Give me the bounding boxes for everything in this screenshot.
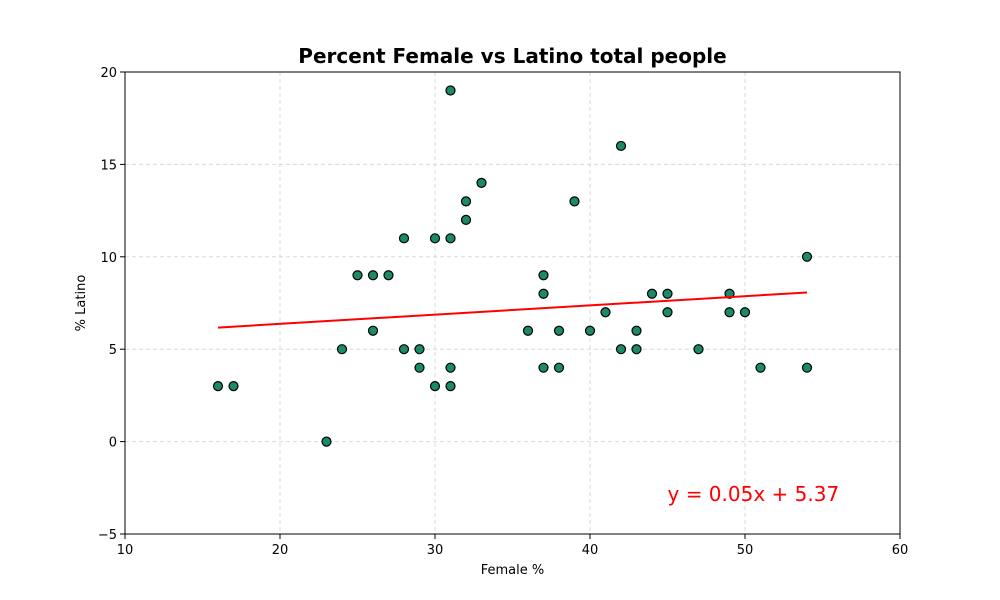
x-tick-label: 50 xyxy=(737,543,754,558)
data-point xyxy=(553,325,565,336)
data-point xyxy=(522,325,534,336)
data-point xyxy=(336,344,348,355)
data-point xyxy=(228,381,239,392)
x-tick-label: 40 xyxy=(582,543,599,558)
x-tick-label: 30 xyxy=(427,543,444,558)
x-axis-label: Female % xyxy=(481,563,545,578)
data-point xyxy=(600,307,611,318)
data-point xyxy=(429,381,441,392)
y-tick-label: 5 xyxy=(109,343,117,358)
regression-line xyxy=(217,291,808,329)
data-point xyxy=(321,436,332,447)
x-tick-label: 60 xyxy=(892,543,909,558)
data-point xyxy=(212,381,224,392)
data-point xyxy=(739,307,751,318)
data-point xyxy=(445,381,456,392)
y-tick-label: −5 xyxy=(98,528,117,543)
data-point xyxy=(615,344,627,355)
data-point xyxy=(460,196,472,207)
data-points xyxy=(212,85,813,447)
data-point xyxy=(615,140,627,152)
data-point xyxy=(460,214,472,225)
data-point xyxy=(414,344,425,355)
y-tick-label: 10 xyxy=(100,251,117,266)
data-point xyxy=(429,233,441,244)
data-point xyxy=(476,177,487,188)
axis-ticks: 10 20 30 40 50 60 −5 0 5 10 15 20 xyxy=(98,66,908,558)
data-point xyxy=(538,270,549,281)
data-point xyxy=(755,362,766,373)
data-point xyxy=(553,362,565,373)
y-tick-label: 20 xyxy=(100,66,117,81)
data-point xyxy=(646,288,658,299)
data-point xyxy=(367,270,379,281)
data-point xyxy=(693,344,704,355)
y-axis-label: % Latino xyxy=(74,275,89,332)
data-point xyxy=(352,270,363,281)
y-tick-label: 0 xyxy=(109,436,117,451)
data-point xyxy=(631,325,642,336)
data-point xyxy=(569,196,580,207)
plot-frame xyxy=(124,71,901,535)
data-point xyxy=(801,251,813,262)
x-tick-label: 10 xyxy=(117,543,134,558)
data-point xyxy=(662,288,673,299)
data-point xyxy=(414,362,425,373)
data-point xyxy=(538,362,549,373)
data-point xyxy=(445,85,456,96)
data-point xyxy=(445,233,456,244)
data-point xyxy=(631,344,642,355)
data-point xyxy=(584,325,596,336)
x-tick-label: 20 xyxy=(272,543,289,558)
data-point xyxy=(398,233,410,244)
data-point xyxy=(398,344,410,355)
data-point xyxy=(801,362,813,373)
data-point xyxy=(724,307,735,318)
data-point xyxy=(538,288,549,299)
regression-equation: y = 0.05x + 5.37 xyxy=(668,482,840,506)
data-point xyxy=(662,307,673,318)
data-point xyxy=(383,270,394,281)
data-point xyxy=(367,325,379,336)
data-point xyxy=(445,362,456,373)
y-tick-label: 15 xyxy=(100,158,117,173)
chart-title: Percent Female vs Latino total people xyxy=(298,44,726,68)
regression-line-group xyxy=(217,291,808,329)
grid-lines xyxy=(124,71,901,535)
